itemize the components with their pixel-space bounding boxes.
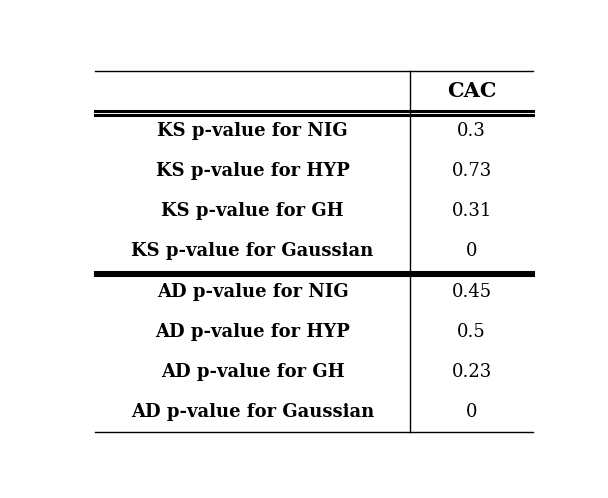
Text: 0.23: 0.23 [452, 363, 492, 380]
Text: 0.31: 0.31 [452, 203, 492, 221]
Text: 0.45: 0.45 [452, 282, 492, 300]
Text: CAC: CAC [447, 81, 497, 101]
Text: 0.73: 0.73 [452, 162, 492, 180]
Text: 0: 0 [466, 403, 477, 421]
Text: KS p-value for Gaussian: KS p-value for Gaussian [131, 243, 374, 260]
Text: KS p-value for GH: KS p-value for GH [161, 203, 344, 221]
Text: AD p-value for HYP: AD p-value for HYP [155, 323, 350, 341]
Text: AD p-value for Gaussian: AD p-value for Gaussian [131, 403, 375, 421]
Text: 0: 0 [466, 243, 477, 260]
Text: KS p-value for NIG: KS p-value for NIG [157, 123, 348, 140]
Text: AD p-value for GH: AD p-value for GH [161, 363, 344, 380]
Text: 0.5: 0.5 [457, 323, 486, 341]
Text: KS p-value for HYP: KS p-value for HYP [156, 162, 350, 180]
Text: AD p-value for NIG: AD p-value for NIG [157, 282, 348, 300]
Text: 0.3: 0.3 [457, 123, 486, 140]
